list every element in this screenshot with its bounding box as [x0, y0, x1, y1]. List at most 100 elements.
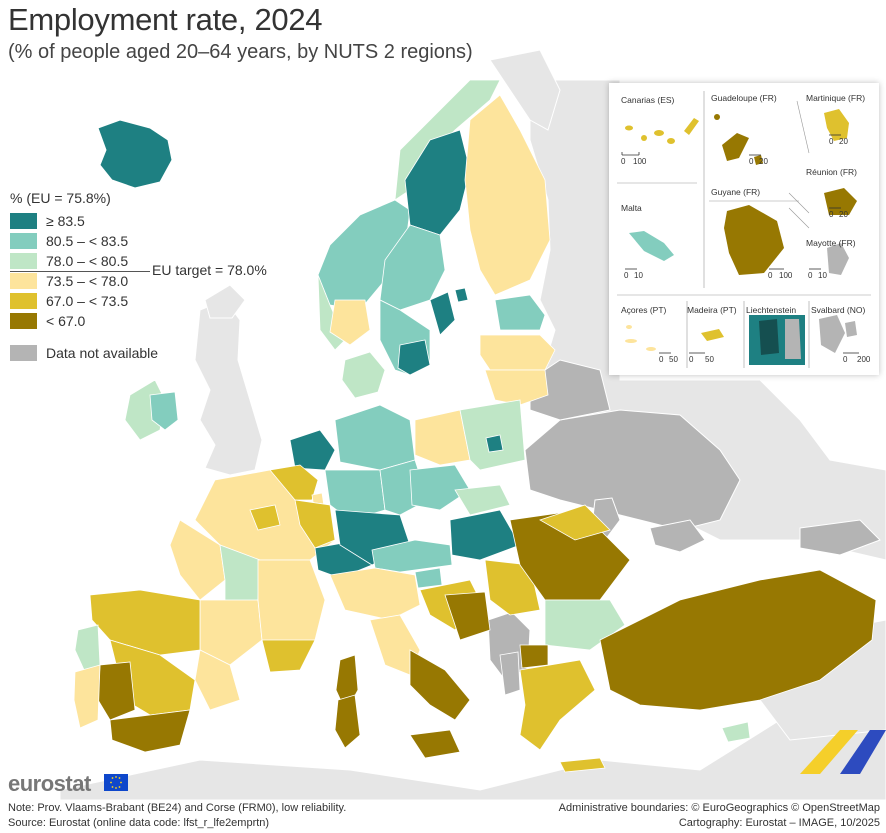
scale-end-mayotte: 10 — [818, 271, 827, 280]
legend-swatch — [10, 233, 37, 249]
legend-swatch — [10, 293, 37, 309]
scale-start-acores: 0 — [659, 355, 664, 364]
madeira-shape — [701, 329, 724, 341]
canarias-shape — [625, 118, 699, 144]
legend-row: ≥ 83.5 — [10, 212, 280, 232]
scale-start-guyane: 0 — [768, 271, 773, 280]
legend: % (EU = 75.8%) ≥ 83.5 80.5 – < 83.5 78.0… — [10, 190, 280, 364]
scale-end-acores: 50 — [669, 355, 678, 364]
inset-label-svalbard: Svalbard (NO) — [811, 305, 866, 315]
crimea-region — [649, 519, 706, 553]
lithuania — [484, 369, 549, 406]
legend-swatch — [10, 313, 37, 329]
russia-north — [489, 49, 561, 131]
page-title: Employment rate, 2024 — [8, 2, 323, 37]
turkey — [599, 569, 877, 711]
scale-start-madeira: 0 — [689, 355, 694, 364]
inset-label-reunion: Réunion (FR) — [806, 167, 858, 177]
hungary — [449, 509, 521, 561]
na-regions — [487, 359, 881, 681]
france-paris — [249, 504, 281, 531]
scale-end-svalbard: 200 — [857, 355, 871, 364]
eu-flag-icon — [104, 774, 128, 791]
legend-row: 73.5 – < 78.0 — [10, 272, 280, 292]
legend-label: 73.5 – < 78.0 — [46, 273, 129, 289]
ukraine-region — [524, 409, 741, 531]
scale-start-svalbard: 0 — [843, 355, 848, 364]
france-northeast — [294, 499, 336, 549]
guyane-shape — [724, 205, 784, 275]
acores-shape — [625, 325, 656, 351]
cartography-note: Cartography: Eurostat – IMAGE, 10/2025 — [678, 817, 880, 829]
guadeloupe-shape — [714, 114, 763, 165]
greece — [519, 659, 596, 751]
source-note: Source: Eurostat (online data code: lfst… — [8, 817, 270, 829]
romania-north — [539, 504, 611, 541]
scale-end-martinique: 20 — [839, 137, 848, 146]
norway-north — [394, 79, 501, 201]
italy-south — [409, 649, 471, 721]
finland — [464, 94, 551, 296]
portugal-north — [74, 624, 101, 673]
sweden-southeast — [397, 339, 431, 376]
eu-target-label: EU target = 78.0% — [150, 262, 269, 278]
uk-land — [194, 299, 263, 476]
legend-swatch — [10, 213, 37, 229]
spain-northeast — [194, 649, 241, 711]
spain-west — [97, 661, 136, 721]
poland-east — [459, 399, 526, 471]
france-south — [261, 639, 316, 673]
aland-region — [454, 287, 469, 303]
inset-label-guadeloupe: Guadeloupe (FR) — [711, 93, 777, 103]
north-macedonia — [519, 644, 549, 669]
inset-maps — [617, 91, 871, 368]
latvia — [479, 334, 556, 371]
netherlands — [289, 429, 336, 471]
spain-north — [89, 589, 201, 656]
legend-row: 78.0 – < 80.5 — [10, 252, 280, 272]
mayotte-shape — [827, 243, 849, 275]
scale-start-martinique: 0 — [829, 137, 834, 146]
inset-panel: Canarias (ES) Guadeloupe (FR) Martinique… — [609, 83, 879, 375]
eurostat-logo: eurostat — [8, 771, 91, 796]
bosnia — [444, 591, 491, 641]
cyprus — [721, 721, 751, 743]
malta-shape — [629, 231, 674, 261]
sardinia — [334, 694, 361, 749]
poland-west — [414, 409, 471, 466]
page-subtitle: (% of people aged 20–64 years, by NUTS 2… — [8, 41, 473, 63]
slovakia — [454, 484, 511, 516]
legend-row: 80.5 – < 83.5 — [10, 232, 280, 252]
sweden-stockholm — [429, 291, 456, 336]
admin-boundaries-note: Administrative boundaries: © EuroGeograp… — [558, 802, 880, 814]
germany-north — [334, 404, 416, 471]
inset-label-canarias: Canarias (ES) — [621, 95, 675, 105]
legend-row: 67.0 – < 73.5 — [10, 292, 280, 312]
crete — [559, 757, 606, 773]
inset-label-malta: Malta — [621, 203, 642, 213]
albania — [499, 651, 521, 696]
legend-label: 78.0 – < 80.5 — [46, 253, 129, 269]
footnote: Note: Prov. Vlaams-Brabant (BE24) and Co… — [8, 802, 347, 814]
france-southeast — [257, 559, 326, 651]
legend-swatch — [10, 273, 37, 289]
inset-label-mayotte: Mayotte (FR) — [806, 238, 856, 248]
legend-label: 80.5 – < 83.5 — [46, 233, 129, 249]
scale-end-malta: 10 — [634, 271, 643, 280]
estonia — [494, 294, 546, 331]
inset-label-acores: Açores (PT) — [621, 305, 667, 315]
scale-end-madeira: 50 — [705, 355, 714, 364]
legend-swatch — [10, 253, 37, 269]
scale-start-canarias: 0 — [621, 157, 626, 166]
slovenia — [414, 567, 443, 589]
portugal-south — [73, 664, 101, 729]
scale-start-guadeloupe: 0 — [749, 157, 754, 166]
martinique-shape — [824, 109, 849, 141]
scale-end-reunion: 20 — [839, 210, 848, 219]
scale-start-mayotte: 0 — [808, 271, 813, 280]
inset-label-madeira: Madeira (PT) — [687, 305, 737, 315]
belarus-region — [529, 359, 611, 421]
scotland-land — [204, 284, 246, 319]
svalbard-shape — [819, 315, 857, 353]
brand-stripes — [800, 730, 886, 774]
